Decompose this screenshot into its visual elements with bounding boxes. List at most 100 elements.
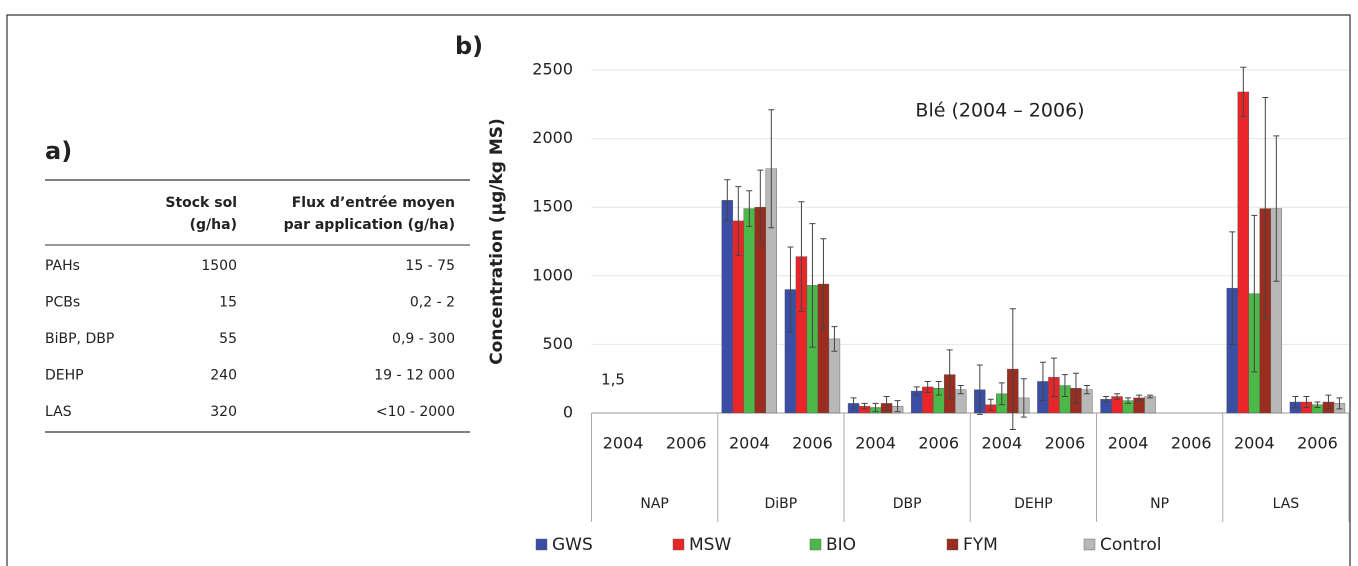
x-tick-label: 2004 [1108, 434, 1149, 453]
table-cell: 15 - 75 [405, 258, 455, 274]
error-bar [1336, 397, 1343, 410]
legend-swatch [535, 538, 548, 551]
group-label: NAP [640, 496, 669, 512]
error-bar [987, 398, 994, 411]
column-header: Stock sol [165, 195, 237, 211]
error-bar [735, 186, 742, 256]
error-bar [1251, 214, 1258, 373]
error-bar [1061, 374, 1068, 398]
table-cell: LAS [45, 404, 72, 420]
error-bar [1147, 394, 1154, 399]
y-tick-label: 2000 [532, 128, 573, 147]
error-bar [798, 201, 805, 312]
x-tick-label: 2006 [1045, 434, 1086, 453]
error-bar [883, 396, 890, 411]
group-label: DiBP [765, 496, 798, 512]
error-bar [1103, 396, 1110, 403]
column-header: (g/ha) [190, 217, 237, 233]
error-bar [746, 190, 753, 227]
error-bar [1114, 393, 1121, 400]
error-bar [1009, 308, 1016, 430]
x-tick-label: 2004 [729, 434, 770, 453]
x-tick-label: 2004 [855, 434, 896, 453]
error-bar [1083, 385, 1090, 395]
table-cell: 0,9 - 300 [392, 331, 455, 347]
y-tick-label: 1500 [532, 197, 573, 216]
error-bar [1050, 357, 1057, 398]
table-cell: PAHs [45, 258, 80, 274]
bar [1144, 396, 1156, 414]
table-cell: BiBP, DBP [45, 331, 114, 347]
table-cell: 240 [210, 368, 237, 384]
x-tick-label: 2006 [1297, 434, 1338, 453]
error-bar [820, 238, 827, 330]
error-bar [831, 326, 838, 352]
table-cell: 0,2 - 2 [410, 295, 455, 311]
table-cell: <10 - 2000 [376, 404, 455, 420]
error-bar [1125, 397, 1132, 404]
value-note: 1,5 [601, 371, 625, 389]
x-tick-label: 2004 [1234, 434, 1275, 453]
error-bar [957, 385, 964, 395]
error-bar [913, 386, 920, 396]
error-bar [861, 402, 868, 410]
error-bar [1273, 135, 1280, 282]
legend-swatch [809, 538, 822, 551]
legend-label: Control [1100, 535, 1161, 555]
group-label: LAS [1273, 496, 1300, 512]
legend-label: GWS [552, 535, 593, 555]
error-bar [872, 402, 879, 413]
error-bar [1072, 372, 1079, 404]
y-tick-label: 500 [542, 334, 573, 353]
table-cell: 15 [219, 295, 237, 311]
y-tick-label: 0 [563, 403, 573, 422]
error-bar [1229, 231, 1236, 345]
bar [743, 208, 756, 414]
error-bar [768, 109, 775, 229]
error-bar [1325, 394, 1332, 410]
legend-swatch [1083, 538, 1096, 551]
annotation: Blé (2004 – 2006) [915, 100, 1084, 122]
error-bar [1039, 361, 1046, 402]
error-bar [935, 380, 942, 396]
table-cell: PCBs [45, 295, 80, 311]
error-bar [1240, 66, 1247, 118]
legend-swatch [946, 538, 959, 551]
table-cell: 55 [219, 331, 237, 347]
panel-label: b) [455, 32, 483, 60]
error-bar [1262, 96, 1269, 321]
x-tick-label: 2004 [981, 434, 1022, 453]
table-cell: 1500 [201, 258, 237, 274]
legend-label: FYM [963, 535, 998, 555]
legend-label: BIO [826, 535, 856, 555]
table-cell: 19 - 12 000 [374, 368, 455, 384]
legend-swatch [672, 538, 685, 551]
error-bar [724, 179, 731, 222]
error-bar [1303, 396, 1310, 409]
error-bar [1020, 378, 1027, 418]
error-bar [976, 364, 983, 415]
x-tick-label: 2006 [1171, 434, 1212, 453]
error-bar [924, 380, 931, 393]
legend-label: MSW [689, 535, 731, 555]
bar [1237, 91, 1250, 414]
table-cell: 320 [210, 404, 237, 420]
y-tick-label: 1000 [532, 265, 573, 284]
x-tick-label: 2006 [918, 434, 959, 453]
column-header: par application (g/ha) [284, 217, 455, 233]
bar [721, 200, 734, 414]
x-tick-label: 2006 [666, 434, 707, 453]
error-bar [946, 349, 953, 400]
column-header: Flux d’entrée moyen [292, 195, 455, 211]
group-label: DBP [893, 496, 922, 512]
error-bar [787, 246, 794, 333]
y-tick-label: 2500 [532, 60, 573, 79]
error-bar [850, 397, 857, 410]
group-label: NP [1150, 496, 1169, 512]
x-tick-label: 2004 [603, 434, 644, 453]
y-axis-label: Concentration (µg/kg MS) [487, 118, 507, 365]
error-bar [1136, 394, 1143, 402]
error-bar [1314, 401, 1321, 409]
frame [6, 14, 1351, 566]
